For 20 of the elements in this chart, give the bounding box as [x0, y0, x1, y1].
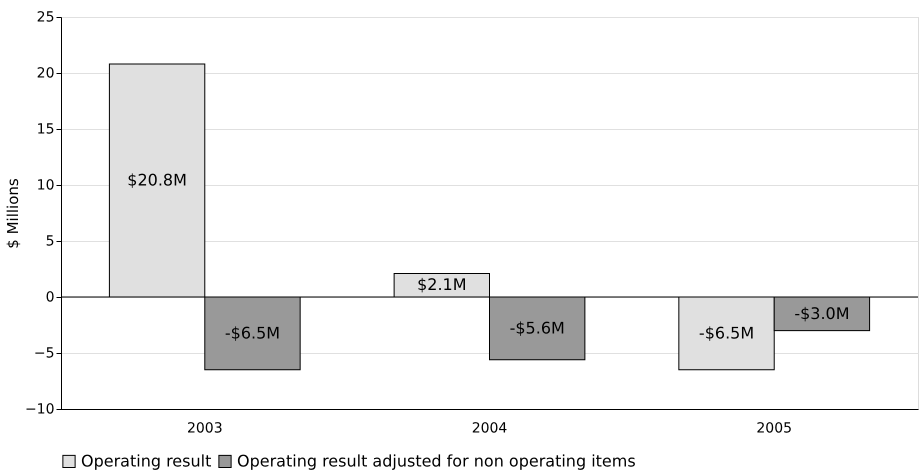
x-tick-label: 2004	[472, 420, 508, 436]
data-label: -$6.5M	[224, 323, 280, 342]
legend-label: Operating result adjusted for non operating items	[237, 451, 636, 470]
x-tick-label: 2005	[756, 420, 792, 436]
y-tick-label: 25	[36, 10, 54, 26]
y-tick-label: 20	[36, 66, 54, 82]
x-tick-label: 2003	[186, 420, 223, 436]
y-tick-label: 10	[36, 178, 54, 194]
data-label: $2.1M	[417, 275, 467, 294]
y-tick-label: −5	[34, 346, 54, 362]
data-label: -$3.0M	[794, 304, 850, 323]
data-label: -$5.6M	[510, 318, 565, 338]
legend-label: Operating result	[81, 451, 212, 470]
y-tick-label: 5	[46, 234, 54, 250]
data-label: -$6.5M	[698, 323, 754, 342]
y-axis-title: $ Millions	[4, 178, 22, 249]
y-tick-label: −10	[24, 402, 54, 418]
y-tick-label: 0	[46, 290, 54, 306]
data-label: $20.8M	[127, 170, 187, 190]
y-tick-label: 15	[36, 122, 54, 138]
